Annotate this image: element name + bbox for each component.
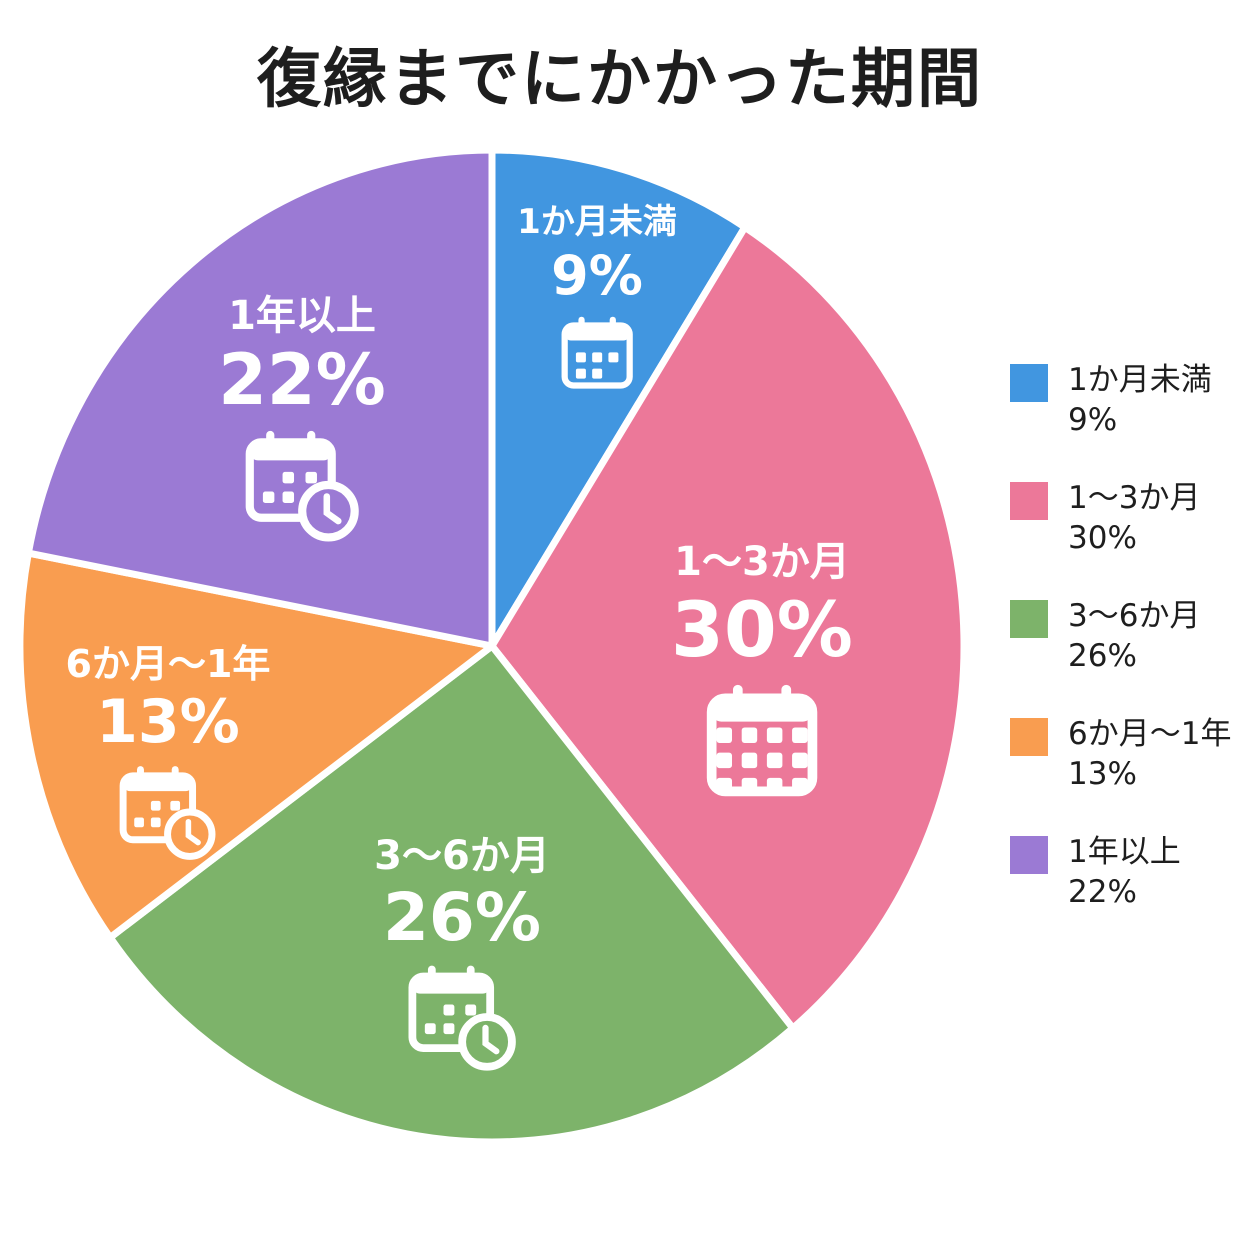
- slice-category-label: 1〜3か月: [674, 539, 850, 585]
- pie-slice: [106, 642, 797, 1146]
- calendar-clock-icon: [66, 762, 271, 862]
- slice-category-label: 1年以上: [228, 293, 376, 339]
- chart-title: 復縁までにかかった期間: [257, 43, 983, 117]
- legend-label: 3〜6か月: [1068, 598, 1201, 634]
- legend-label: 1〜3か月: [1068, 480, 1201, 516]
- slice-percent-label: 9%: [551, 244, 643, 307]
- legend-label: 1か月未満: [1068, 362, 1212, 398]
- legend-value: 9%: [1068, 402, 1118, 438]
- slice-label-3-6-months: 3〜6か月 26%: [374, 834, 550, 1073]
- calendar-clock-icon: [218, 426, 386, 544]
- calendar-icon: [671, 679, 853, 803]
- slice-category-label: 6か月〜1年: [65, 642, 271, 686]
- legend-swatch: [1010, 482, 1048, 520]
- legend-swatch: [1010, 600, 1048, 638]
- legend-value: 30%: [1068, 520, 1137, 556]
- slice-label-over-1-year: 1年以上 22%: [218, 294, 386, 544]
- legend-label: 1年以上: [1068, 834, 1181, 870]
- legend-swatch: [1010, 364, 1048, 402]
- legend-value: 26%: [1068, 638, 1137, 674]
- legend-value: 22%: [1068, 874, 1137, 910]
- legend-swatch: [1010, 718, 1048, 756]
- slice-category-label: 3〜6か月: [374, 833, 550, 879]
- slice-category-label: 1か月未満: [517, 202, 677, 242]
- calendar-clock-icon: [374, 961, 550, 1073]
- legend-label: 6か月〜1年: [1068, 716, 1232, 752]
- legend-value: 13%: [1068, 756, 1137, 792]
- slice-label-1-3-months: 1〜3か月 30%: [671, 540, 853, 803]
- calendar-icon: [517, 313, 677, 393]
- slice-percent-label: 13%: [96, 687, 240, 757]
- slice-percent-label: 22%: [218, 339, 386, 421]
- pie-slice: [488, 223, 968, 1032]
- slice-label-6-months-1-year: 6か月〜1年 13%: [65, 642, 271, 862]
- pie-slice: [488, 146, 749, 650]
- slice-percent-label: 30%: [671, 585, 853, 674]
- pie-slice: [24, 146, 496, 650]
- legend-swatch: [1010, 836, 1048, 874]
- slice-label-under-1-month: 1か月未満 9%: [517, 200, 677, 393]
- slice-percent-label: 26%: [383, 879, 541, 956]
